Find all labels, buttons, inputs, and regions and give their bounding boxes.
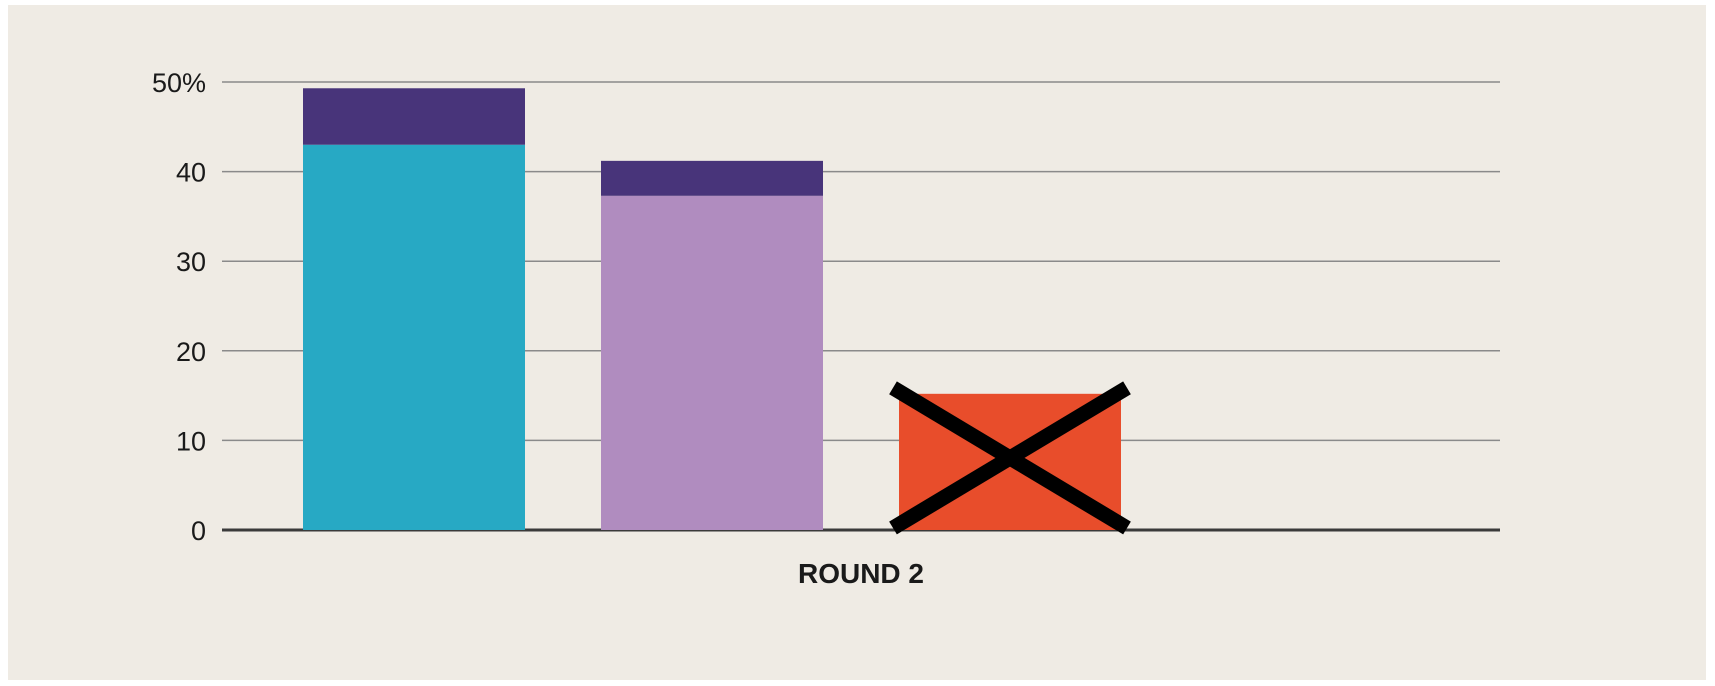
y-tick-label: 30 — [176, 247, 206, 277]
bar-segment-first-choice — [601, 195, 823, 531]
bar-segment-redistributed — [303, 88, 525, 145]
bar-segment-first-choice — [303, 144, 525, 530]
y-axis: 0 10 20 30 40 50% — [152, 68, 206, 546]
y-tick-label: 10 — [176, 426, 206, 456]
y-tick-label: 20 — [176, 337, 206, 367]
y-tick-label: 50% — [152, 68, 206, 98]
eliminated-marker — [889, 381, 1131, 535]
x-axis-caption: ROUND 2 — [798, 558, 924, 589]
bars — [303, 88, 1121, 531]
chart-panel: 0 10 20 30 40 50% ROUND 2 — [8, 5, 1706, 680]
y-tick-label: 40 — [176, 158, 206, 188]
bar-chart: 0 10 20 30 40 50% ROUND 2 — [152, 68, 1500, 589]
eliminated-cross-stroke — [889, 381, 1131, 535]
y-tick-label: 0 — [191, 516, 206, 546]
bar-segment-redistributed — [601, 160, 823, 196]
